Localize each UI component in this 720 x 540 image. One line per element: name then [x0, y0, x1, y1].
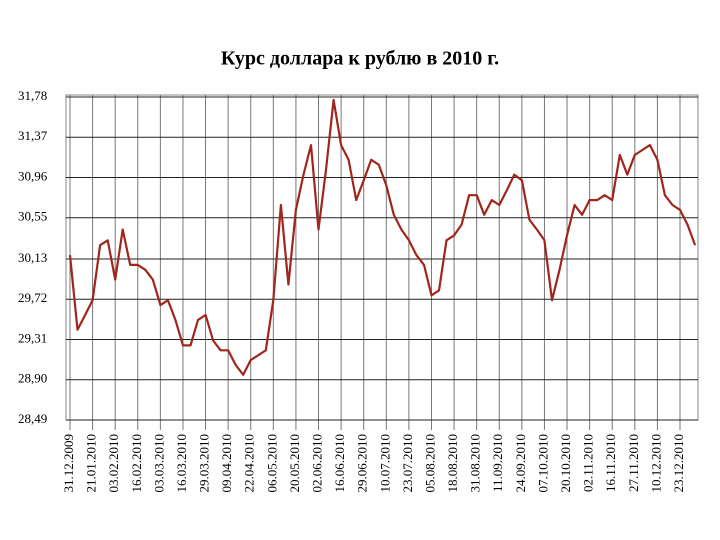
x-tick-label: 20.10.2010 — [558, 434, 573, 493]
x-tick-label: 16.06.2010 — [332, 434, 347, 493]
x-tick-label: 02.11.2010 — [581, 434, 596, 492]
data-line — [68, 98, 697, 376]
x-tick-label: 21.01.2010 — [84, 434, 99, 493]
y-tick-label: 30,96 — [18, 168, 48, 183]
x-tick-label: 27.11.2010 — [626, 434, 641, 492]
x-tick-label: 23.12.2010 — [671, 434, 686, 493]
x-tick-label: 03.02.2010 — [106, 434, 121, 493]
x-tick-label: 16.11.2010 — [603, 434, 618, 492]
x-tick-label: 29.06.2010 — [355, 434, 370, 493]
x-tick-label: 10.07.2010 — [377, 434, 392, 493]
x-tick-label: 23.07.2010 — [400, 434, 415, 493]
x-tick-label: 06.05.2010 — [264, 434, 279, 493]
x-tick-label: 07.10.2010 — [535, 434, 550, 493]
y-tick-label: 28,49 — [18, 411, 47, 426]
x-tick-label: 09.04.2010 — [219, 434, 234, 493]
x-tick-label: 31.12.2009 — [61, 434, 76, 493]
x-tick-label: 18.08.2010 — [445, 434, 460, 493]
x-tick-label: 31.08.2010 — [468, 434, 483, 493]
y-tick-label: 29,31 — [18, 330, 47, 345]
chart-title: Курс доллара к рублю в 2010 г. — [221, 48, 499, 70]
y-tick-label: 30,13 — [18, 250, 47, 265]
x-tick-label: 16.02.2010 — [129, 434, 144, 493]
x-tick-label: 03.03.2010 — [151, 434, 166, 493]
x-tick-label: 11.09.2010 — [490, 434, 505, 492]
plot-area — [65, 94, 699, 421]
x-tick-label: 02.06.2010 — [310, 434, 325, 493]
x-tick-label: 10.12.2010 — [648, 434, 663, 493]
y-tick-label: 31,37 — [18, 128, 48, 143]
y-tick-label: 28,90 — [18, 371, 47, 386]
x-tick-label: 29.03.2010 — [197, 434, 212, 493]
x-tick-label: 24.09.2010 — [513, 434, 528, 493]
y-tick-label: 31,78 — [18, 88, 47, 103]
y-tick-label: 29,72 — [18, 290, 47, 305]
x-tick-label: 20.05.2010 — [287, 434, 302, 493]
y-tick-label: 30,55 — [18, 209, 47, 224]
x-tick-label: 05.08.2010 — [422, 434, 437, 493]
x-tick-label: 22.04.2010 — [242, 434, 257, 493]
x-tick-label: 16.03.2010 — [174, 434, 189, 493]
